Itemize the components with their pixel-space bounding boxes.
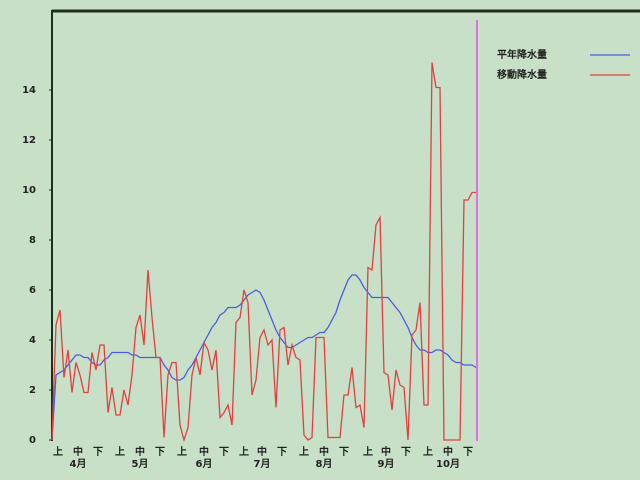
x-tick-label: 下 <box>277 446 287 458</box>
month-label: 5月 <box>132 458 149 470</box>
y-tick-label: 10 <box>22 185 36 196</box>
y-tick-label: 4 <box>29 335 36 346</box>
legend-label: 平年降水量 <box>497 48 547 61</box>
series-line <box>51 62 476 443</box>
x-tick-label: 中 <box>135 445 145 458</box>
x-tick-label: 中 <box>443 445 453 458</box>
x-tick-label: 中 <box>319 445 329 458</box>
x-tick-label: 中 <box>381 445 391 458</box>
x-tick-label: 下 <box>401 446 411 458</box>
x-tick-label: 上 <box>115 445 125 458</box>
x-tick-label: 中 <box>73 445 83 458</box>
x-tick-label: 下 <box>93 446 103 458</box>
x-tick-label: 上 <box>177 445 187 458</box>
x-tick-label: 下 <box>339 446 349 458</box>
x-tick-label: 中 <box>199 445 209 458</box>
month-label: 10月 <box>436 458 460 470</box>
y-tick-label: 2 <box>29 385 36 396</box>
x-tick-label: 中 <box>257 445 267 458</box>
x-tick-label: 下 <box>219 446 229 458</box>
y-tick-label: 8 <box>29 235 36 246</box>
x-tick-label: 上 <box>239 445 249 458</box>
y-tick-label: 12 <box>22 135 36 146</box>
month-label: 9月 <box>378 458 395 470</box>
series-line <box>51 274 477 441</box>
x-tick-label: 上 <box>423 445 433 458</box>
month-label: 8月 <box>316 458 333 470</box>
y-tick-label: 0 <box>29 435 36 446</box>
x-tick-label: 上 <box>299 445 309 458</box>
x-tick-label: 上 <box>53 445 63 458</box>
x-tick-label: 上 <box>363 445 373 458</box>
y-tick-label: 14 <box>22 85 36 96</box>
month-label: 6月 <box>196 458 213 470</box>
y-tick-label: 6 <box>29 285 36 296</box>
month-label: 7月 <box>254 458 271 470</box>
x-tick-label: 下 <box>463 446 473 458</box>
legend-label: 移動降水量 <box>497 68 547 81</box>
x-tick-label: 下 <box>155 446 165 458</box>
month-label: 4月 <box>70 458 87 470</box>
